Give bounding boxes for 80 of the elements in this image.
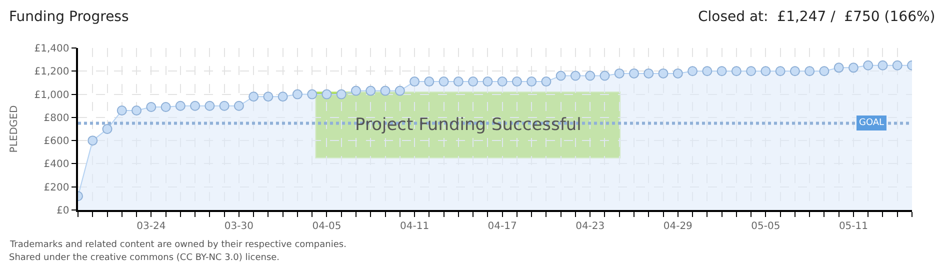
point [292, 89, 302, 100]
point [541, 76, 552, 87]
x-tick-label: 04-11 [400, 220, 430, 232]
point [614, 68, 624, 78]
point [556, 70, 566, 81]
point [234, 100, 244, 111]
point [878, 60, 888, 70]
point [746, 66, 756, 76]
point [585, 70, 596, 81]
point [468, 76, 478, 87]
point [132, 105, 142, 116]
point [760, 66, 771, 76]
point [731, 66, 742, 76]
x-tick-label: 05-05 [751, 220, 780, 232]
point [863, 60, 874, 70]
x-tick-label: 04-29 [663, 220, 692, 232]
point [424, 76, 434, 87]
point [790, 66, 800, 76]
point [658, 68, 668, 78]
y-tick-label: £200 [44, 182, 70, 194]
ref-line-label: GOAL [859, 118, 884, 128]
x-tick-label: 04-23 [576, 220, 605, 232]
point [160, 102, 171, 112]
point [438, 76, 449, 87]
point [716, 66, 727, 76]
y-tick-label: £1,200 [34, 66, 70, 78]
y-tick-label: £1,000 [34, 90, 70, 101]
point [702, 66, 712, 76]
point [351, 86, 361, 96]
point [263, 92, 274, 102]
point [380, 86, 390, 96]
text: Trademarks and related content are owned by their respective companies. [9, 240, 346, 250]
point [775, 66, 786, 76]
x-tick-label: 04-05 [312, 220, 342, 232]
point [322, 89, 332, 100]
point [629, 68, 639, 78]
y-tick-label: £400 [44, 159, 70, 170]
point [366, 86, 376, 96]
chart-subtitle: Closed at: £1,247 / £750 (166%) [698, 9, 936, 25]
point [88, 136, 98, 146]
point [688, 66, 698, 76]
point [453, 76, 464, 87]
point [146, 102, 156, 112]
point [336, 89, 346, 100]
point [410, 76, 420, 87]
point [248, 92, 259, 102]
point [526, 76, 537, 87]
point [190, 100, 200, 111]
y-axis-title: PLEDGED [8, 105, 20, 153]
y-tick-label: £800 [44, 112, 70, 124]
y-tick-label: £1,400 [34, 44, 70, 54]
x-tick-label: 04-17 [488, 220, 517, 232]
point [307, 89, 318, 100]
annotation: Project Funding Successful [355, 115, 582, 135]
point [219, 100, 230, 111]
point [804, 66, 815, 76]
text: Shared under the creative commons (CC BY-NC 3.0) license. [9, 253, 280, 263]
y-tick-label: £0 [56, 206, 70, 216]
point [834, 62, 844, 73]
point [848, 62, 858, 73]
point [175, 100, 186, 111]
point [819, 66, 830, 76]
point [644, 68, 654, 78]
point [116, 105, 127, 116]
chart-title: Funding Progress [9, 9, 129, 25]
y-tick-label: £600 [44, 136, 70, 148]
point [482, 76, 493, 87]
point [672, 68, 683, 78]
point [102, 124, 112, 134]
point [204, 100, 215, 111]
x-tick-label: 05-11 [838, 220, 868, 232]
point [892, 60, 902, 70]
x-tick-label: 03-24 [136, 220, 166, 232]
point [570, 70, 580, 81]
point [278, 92, 288, 102]
point [394, 86, 405, 96]
x-tick-label: 03-30 [224, 220, 254, 232]
point [512, 76, 522, 87]
point [497, 76, 508, 87]
point [600, 70, 610, 81]
